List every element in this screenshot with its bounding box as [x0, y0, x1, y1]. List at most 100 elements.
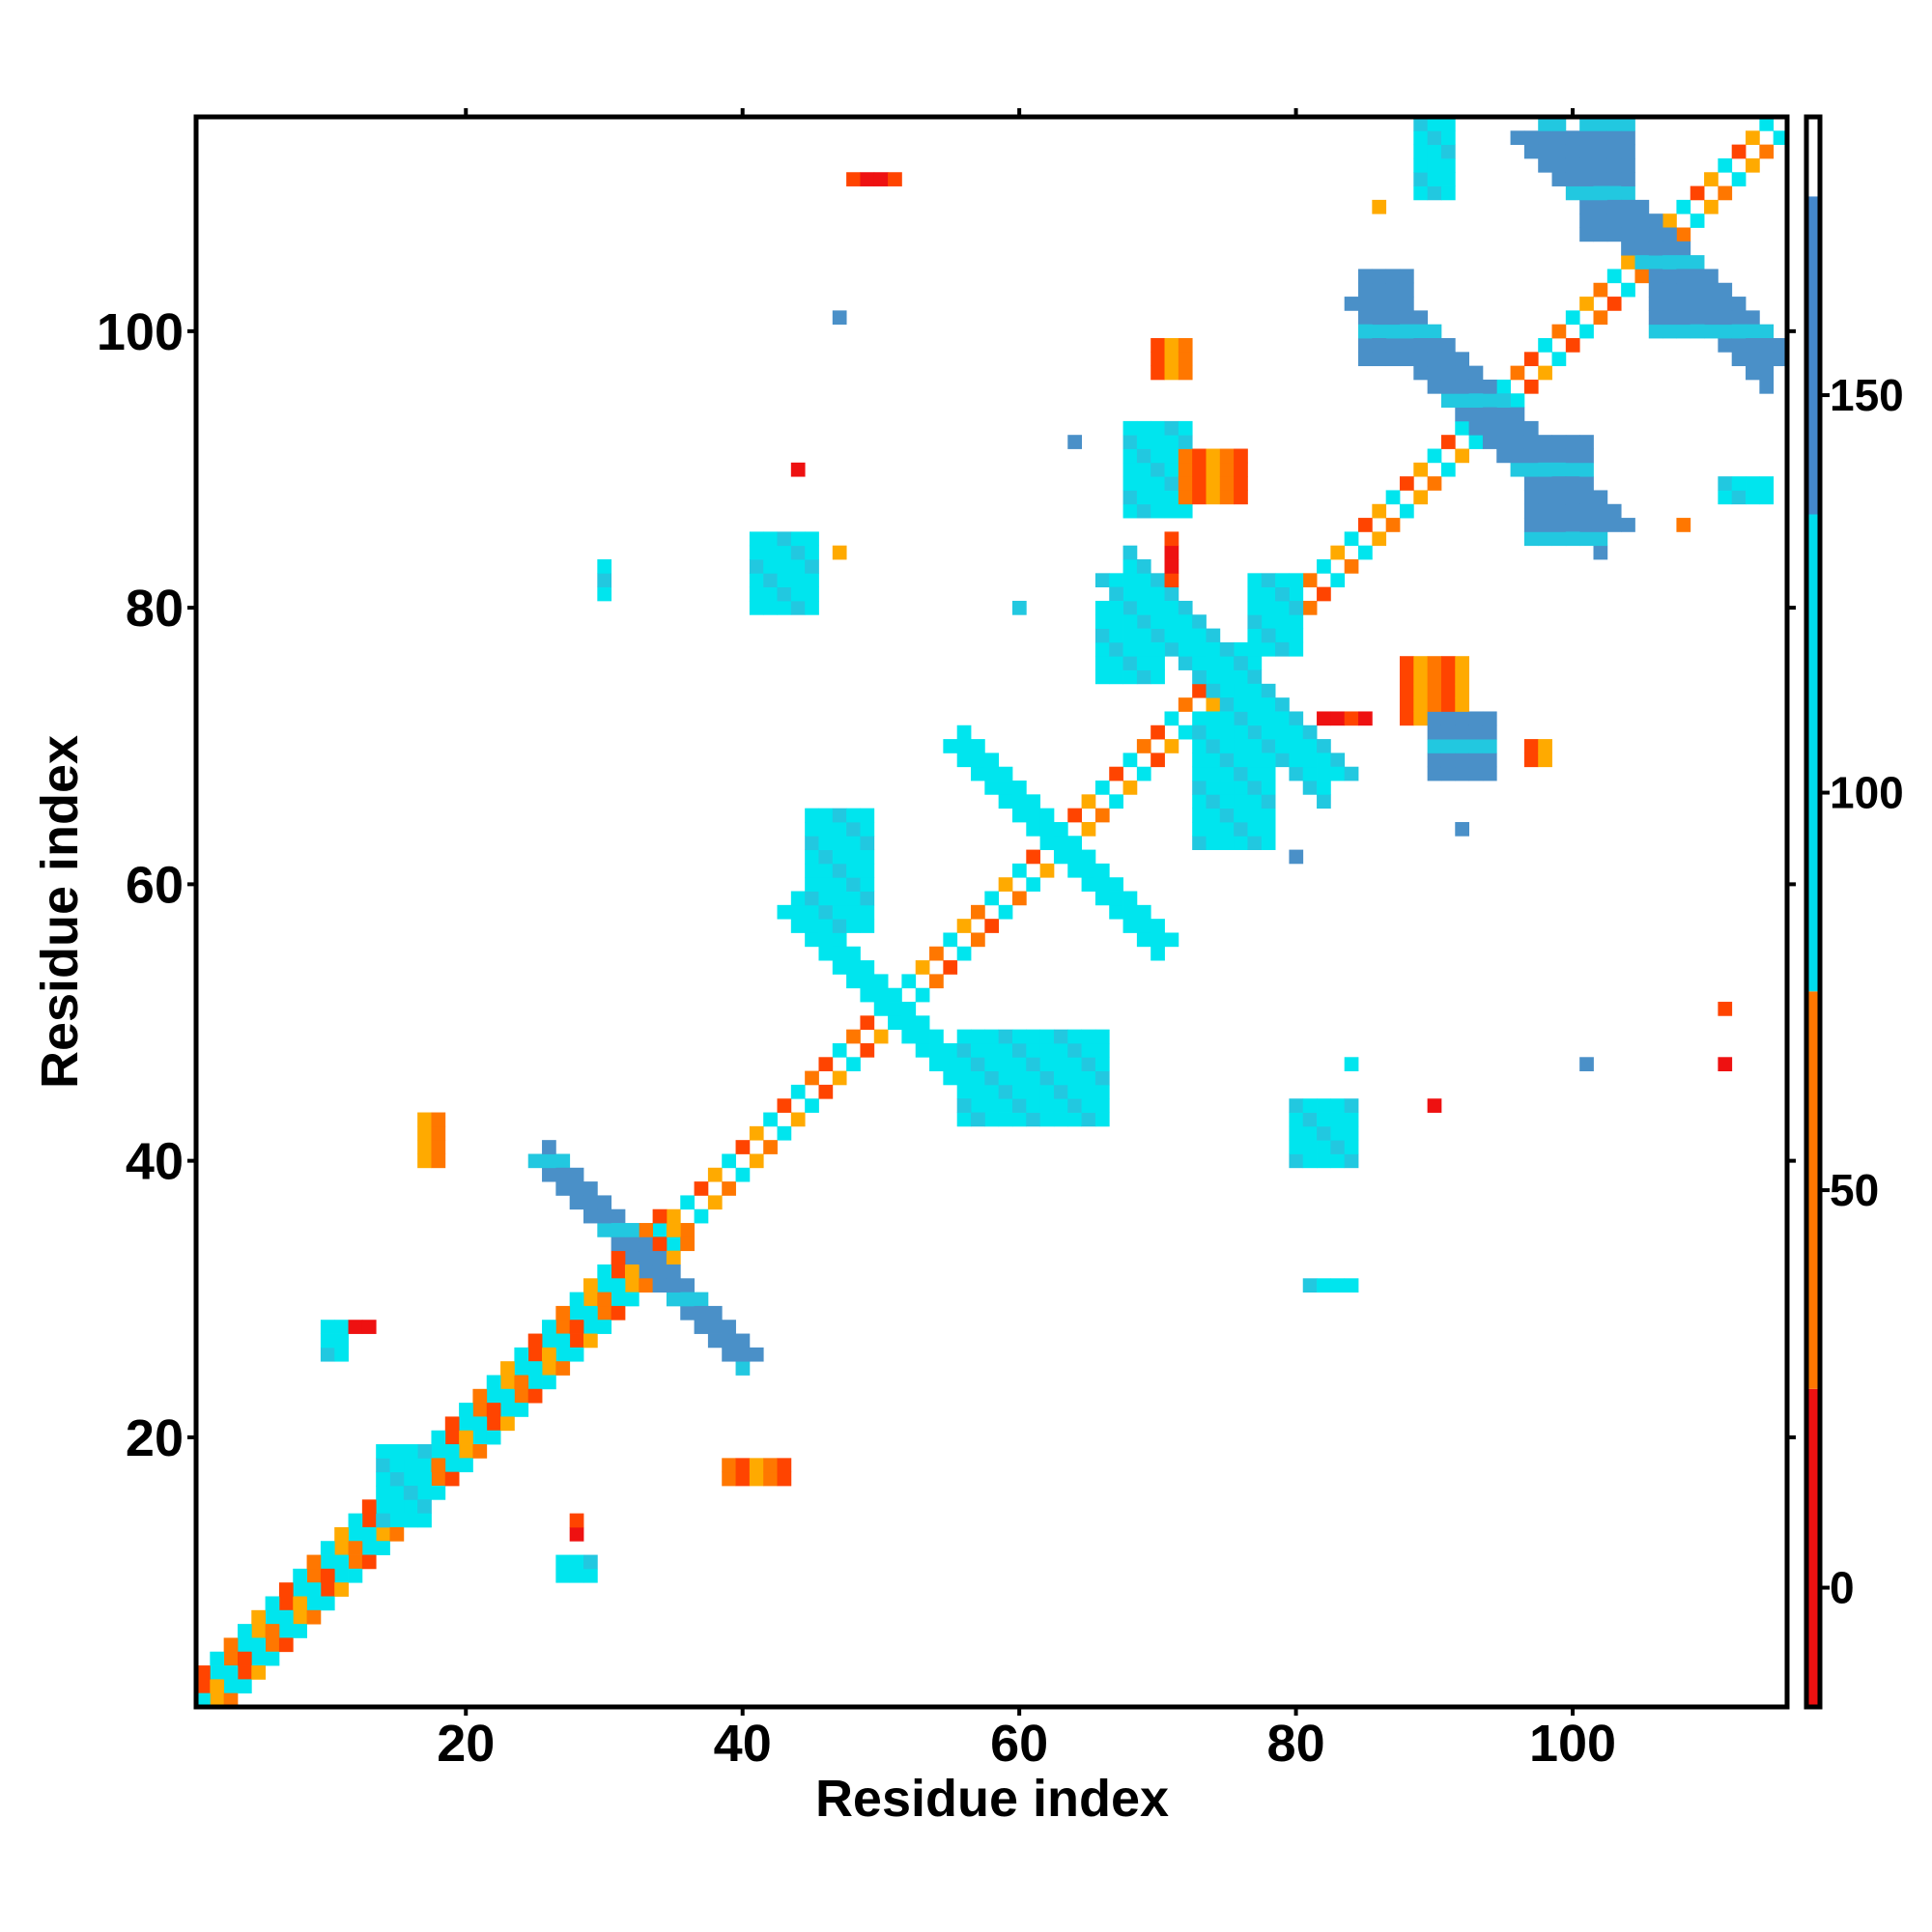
- heatmap-cell: [1510, 420, 1525, 436]
- heatmap-cell: [1413, 185, 1429, 201]
- heatmap-cell: [1427, 379, 1442, 394]
- heatmap-cell: [389, 1485, 405, 1500]
- heatmap-cell: [956, 1029, 972, 1044]
- heatmap-cell: [1440, 117, 1456, 131]
- heatmap-cell: [1593, 227, 1608, 242]
- heatmap-cell: [722, 1153, 736, 1169]
- heatmap-cell: [527, 1375, 543, 1390]
- heatmap-cell: [210, 1665, 225, 1680]
- heatmap-cell: [1178, 435, 1193, 449]
- heatmap-cell: [846, 919, 861, 933]
- heatmap-cell: [805, 919, 819, 933]
- heatmap-cell: [846, 836, 861, 850]
- heatmap-cell: [1247, 766, 1263, 781]
- heatmap-cell: [832, 919, 847, 933]
- heatmap-cell: [1565, 518, 1580, 532]
- heatmap-cell: [652, 1236, 668, 1252]
- heatmap-cell: [1026, 821, 1041, 837]
- heatmap-cell: [1011, 781, 1027, 795]
- heatmap-cell: [1440, 130, 1456, 146]
- heatmap-cell: [943, 932, 958, 948]
- heatmap-cell: [1151, 462, 1165, 477]
- heatmap-cell: [1094, 863, 1110, 878]
- heatmap-cell: [1704, 269, 1719, 284]
- heatmap-cell: [735, 1458, 751, 1473]
- heatmap-cell: [348, 1513, 363, 1528]
- colorbar: [1806, 117, 1820, 1707]
- heatmap-cell: [265, 1624, 280, 1638]
- heatmap-cell: [694, 1305, 709, 1321]
- heatmap-cell: [1510, 462, 1525, 477]
- heatmap-cell: [1440, 697, 1456, 712]
- heatmap-cell: [929, 1029, 944, 1044]
- heatmap-cell: [763, 1140, 778, 1154]
- heatmap-cell: [832, 849, 847, 865]
- heatmap-cell: [611, 1278, 626, 1293]
- heatmap-cell: [846, 172, 861, 186]
- heatmap-cell: [1289, 849, 1304, 865]
- heatmap-cell: [1261, 836, 1276, 850]
- heatmap-cell: [1109, 573, 1123, 588]
- heatmap-cell: [459, 1416, 473, 1432]
- heatmap-cell: [1718, 1057, 1733, 1071]
- heatmap-cell: [1676, 310, 1691, 326]
- heatmap-cell: [971, 766, 985, 781]
- heatmap-cell: [542, 1140, 556, 1154]
- heatmap-cell: [1427, 766, 1442, 781]
- heatmap-cell: [1247, 808, 1263, 823]
- heatmap-cell: [1399, 683, 1414, 698]
- heatmap-cell: [389, 1471, 405, 1487]
- heatmap-cell: [1565, 476, 1580, 491]
- heatmap-cell: [1122, 600, 1138, 615]
- heatmap-cell: [1151, 919, 1165, 933]
- heatmap-cell: [1164, 531, 1179, 547]
- heatmap-cell: [1538, 144, 1552, 159]
- heatmap-cell: [1606, 518, 1622, 532]
- heatmap-cell: [1234, 462, 1248, 477]
- heatmap-cell: [334, 1582, 349, 1597]
- heatmap-cell: [846, 849, 861, 865]
- heatmap-cell: [1551, 462, 1567, 477]
- heatmap-cell: [1455, 697, 1469, 712]
- heatmap-cell: [1247, 821, 1263, 837]
- heatmap-cell: [1234, 766, 1248, 781]
- heatmap-cell: [1275, 573, 1290, 588]
- heatmap-cell: [1344, 1098, 1359, 1113]
- heatmap-cell: [1704, 172, 1719, 186]
- heatmap-cell: [1718, 310, 1733, 326]
- heatmap-cell: [569, 1347, 584, 1362]
- heatmap-cell: [348, 1526, 363, 1542]
- heatmap-cell: [1136, 600, 1151, 615]
- heatmap-cell: [597, 586, 612, 602]
- heatmap-cell: [805, 531, 819, 547]
- heatmap-cell: [832, 904, 847, 920]
- heatmap-cell: [597, 1208, 612, 1224]
- heatmap-cell: [555, 1320, 571, 1334]
- heatmap-cell: [569, 1181, 584, 1196]
- heatmap-cell: [1538, 462, 1552, 477]
- heatmap-cell: [417, 1125, 432, 1141]
- heatmap-cells: [196, 117, 1788, 1708]
- heatmap-cell: [1523, 739, 1539, 753]
- heatmap-cell: [652, 1208, 668, 1224]
- heatmap-cell: [1122, 614, 1138, 629]
- heatmap-cell: [680, 1292, 695, 1307]
- heatmap-cell: [860, 919, 875, 933]
- heatmap-cell: [1676, 324, 1691, 339]
- heatmap-cell: [223, 1637, 239, 1653]
- heatmap-cell: [984, 891, 1000, 906]
- heatmap-cell: [1261, 766, 1276, 781]
- heatmap-cell: [1565, 531, 1580, 547]
- colorbar-tick-label: 100: [1830, 768, 1904, 818]
- heatmap-cell: [1026, 808, 1041, 823]
- heatmap-cell: [832, 1042, 847, 1058]
- heatmap-cell: [1317, 559, 1331, 574]
- heatmap-cell: [1413, 117, 1429, 131]
- heatmap-cell: [805, 836, 819, 850]
- heatmap-cell: [1565, 435, 1580, 449]
- heatmap-cell: [666, 1250, 681, 1265]
- heatmap-cell: [1427, 1098, 1442, 1113]
- heatmap-cell: [1482, 435, 1497, 449]
- heatmap-cell: [237, 1624, 252, 1638]
- heatmap-cell: [984, 766, 1000, 781]
